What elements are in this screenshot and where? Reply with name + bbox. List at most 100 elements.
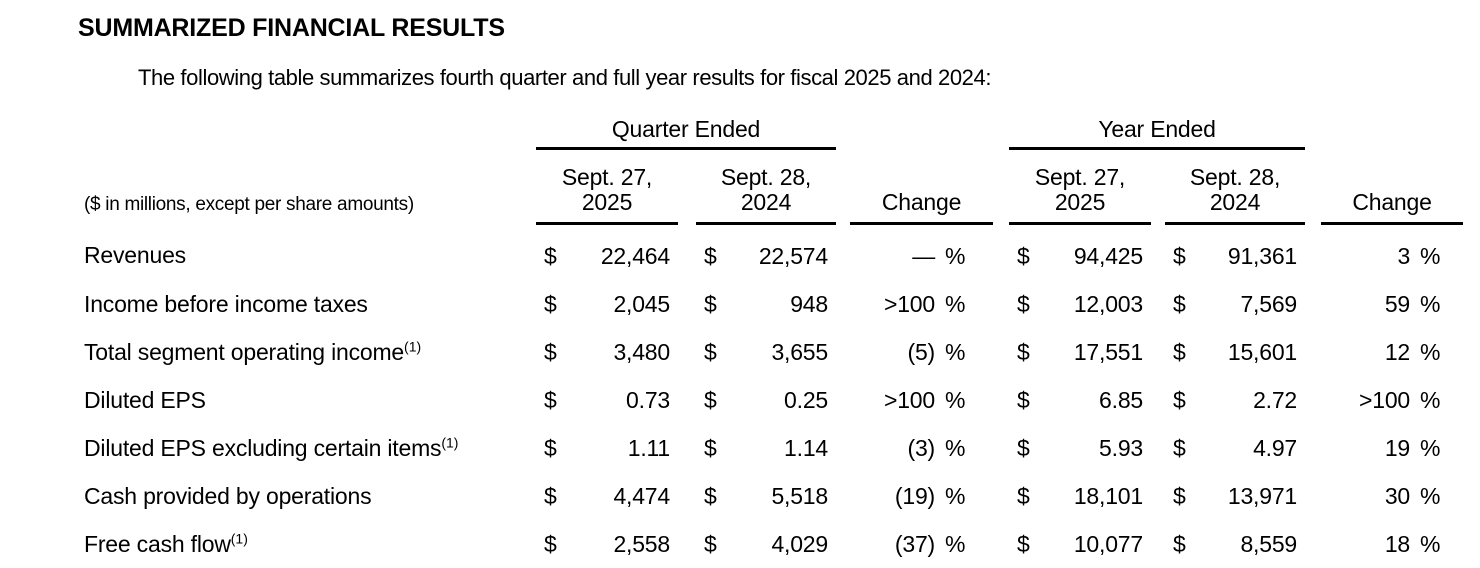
percent-sign: % <box>936 520 993 568</box>
table-row: Diluted EPS $ 0.73 $ 0.25 >100 % $ 6.85 … <box>78 376 1463 424</box>
change-year: 19 <box>1321 424 1411 472</box>
percent-sign: % <box>1411 224 1463 281</box>
table-row: Income before income taxes $ 2,045 $ 948… <box>78 280 1463 328</box>
currency-symbol: $ <box>1165 472 1195 520</box>
currency-symbol: $ <box>1165 424 1195 472</box>
row-label: Cash provided by operations <box>78 472 518 520</box>
spacer <box>1305 424 1321 472</box>
spacer <box>836 280 850 328</box>
spacer <box>1305 520 1321 568</box>
date-line: Sept. 28, <box>1165 165 1305 191</box>
row-label: Diluted EPS excluding certain items(1) <box>78 424 518 472</box>
date-line: Sept. 28, <box>696 165 836 191</box>
currency-symbol: $ <box>1165 328 1195 376</box>
percent-sign: % <box>1411 280 1463 328</box>
unit-note: ($ in millions, except per share amounts… <box>78 107 518 224</box>
value-year-2024: 8,559 <box>1195 520 1305 568</box>
spacer <box>836 107 850 224</box>
spacer <box>1151 520 1165 568</box>
spacer <box>993 224 1009 281</box>
currency-symbol: $ <box>696 472 726 520</box>
value-year-2025: 10,077 <box>1039 520 1151 568</box>
value-year-2024: 15,601 <box>1195 328 1305 376</box>
value-year-2024: 91,361 <box>1195 224 1305 281</box>
row-label-text: Diluted EPS <box>84 387 206 413</box>
value-year-2025: 17,551 <box>1039 328 1151 376</box>
intro-paragraph: The following table summarizes fourth qu… <box>138 65 1480 91</box>
currency-symbol: $ <box>536 520 566 568</box>
currency-symbol: $ <box>696 328 726 376</box>
table-row: Free cash flow(1) $ 2,558 $ 4,029 (37) %… <box>78 520 1463 568</box>
currency-symbol: $ <box>696 376 726 424</box>
spacer <box>518 520 536 568</box>
change-year: 59 <box>1321 280 1411 328</box>
spacer <box>678 224 696 281</box>
value-year-2024: 4.97 <box>1195 424 1305 472</box>
spacer <box>518 280 536 328</box>
spacer <box>1305 224 1321 281</box>
spacer <box>993 280 1009 328</box>
row-label-text: Free cash flow <box>84 531 231 557</box>
date-line: 2024 <box>696 190 836 216</box>
quarter-change-column-header: Change <box>850 149 993 224</box>
year-2025-column-header: Sept. 27, 2025 <box>1009 149 1151 224</box>
spacer <box>993 328 1009 376</box>
spacer <box>518 328 536 376</box>
spacer <box>518 472 536 520</box>
change-quarter: (5) <box>850 328 936 376</box>
table-row: Revenues $ 22,464 $ 22,574 — % $ 94,425 … <box>78 224 1463 281</box>
spacer <box>678 328 696 376</box>
spacer <box>1151 328 1165 376</box>
value-quarter-2025: 4,474 <box>566 472 678 520</box>
value-quarter-2024: 5,518 <box>726 472 836 520</box>
currency-symbol: $ <box>1009 280 1039 328</box>
group-header-row: ($ in millions, except per share amounts… <box>78 107 1463 149</box>
spacer <box>993 107 1009 224</box>
spacer <box>678 472 696 520</box>
currency-symbol: $ <box>536 328 566 376</box>
spacer <box>836 472 850 520</box>
change-year: >100 <box>1321 376 1411 424</box>
value-quarter-2025: 2,045 <box>566 280 678 328</box>
value-quarter-2024: 0.25 <box>726 376 836 424</box>
row-label: Total segment operating income(1) <box>78 328 518 376</box>
change-year: 18 <box>1321 520 1411 568</box>
year-change-column-header: Change <box>1321 149 1463 224</box>
value-quarter-2024: 948 <box>726 280 836 328</box>
currency-symbol: $ <box>1009 376 1039 424</box>
spacer <box>1305 280 1321 328</box>
spacer <box>1305 376 1321 424</box>
percent-sign: % <box>936 472 993 520</box>
currency-symbol: $ <box>1009 424 1039 472</box>
spacer <box>678 280 696 328</box>
spacer <box>518 376 536 424</box>
row-label: Diluted EPS <box>78 376 518 424</box>
footnote-ref: (1) <box>441 434 458 450</box>
spacer <box>518 424 536 472</box>
value-year-2025: 12,003 <box>1039 280 1151 328</box>
currency-symbol: $ <box>696 424 726 472</box>
value-quarter-2025: 0.73 <box>566 376 678 424</box>
spacer <box>836 424 850 472</box>
spacer <box>518 107 536 224</box>
value-quarter-2024: 1.14 <box>726 424 836 472</box>
percent-sign: % <box>936 328 993 376</box>
value-quarter-2025: 1.11 <box>566 424 678 472</box>
spacer <box>1151 280 1165 328</box>
change-quarter: (3) <box>850 424 936 472</box>
value-year-2024: 13,971 <box>1195 472 1305 520</box>
percent-sign: % <box>936 376 993 424</box>
spacer <box>1151 376 1165 424</box>
percent-sign: % <box>1411 472 1463 520</box>
spacer <box>836 520 850 568</box>
change-quarter: (37) <box>850 520 936 568</box>
year-2024-column-header: Sept. 28, 2024 <box>1165 149 1305 224</box>
spacer <box>993 472 1009 520</box>
currency-symbol: $ <box>696 224 726 281</box>
currency-symbol: $ <box>536 376 566 424</box>
spacer <box>993 424 1009 472</box>
row-label: Free cash flow(1) <box>78 520 518 568</box>
currency-symbol: $ <box>1165 520 1195 568</box>
date-line: Sept. 27, <box>1009 165 1151 191</box>
